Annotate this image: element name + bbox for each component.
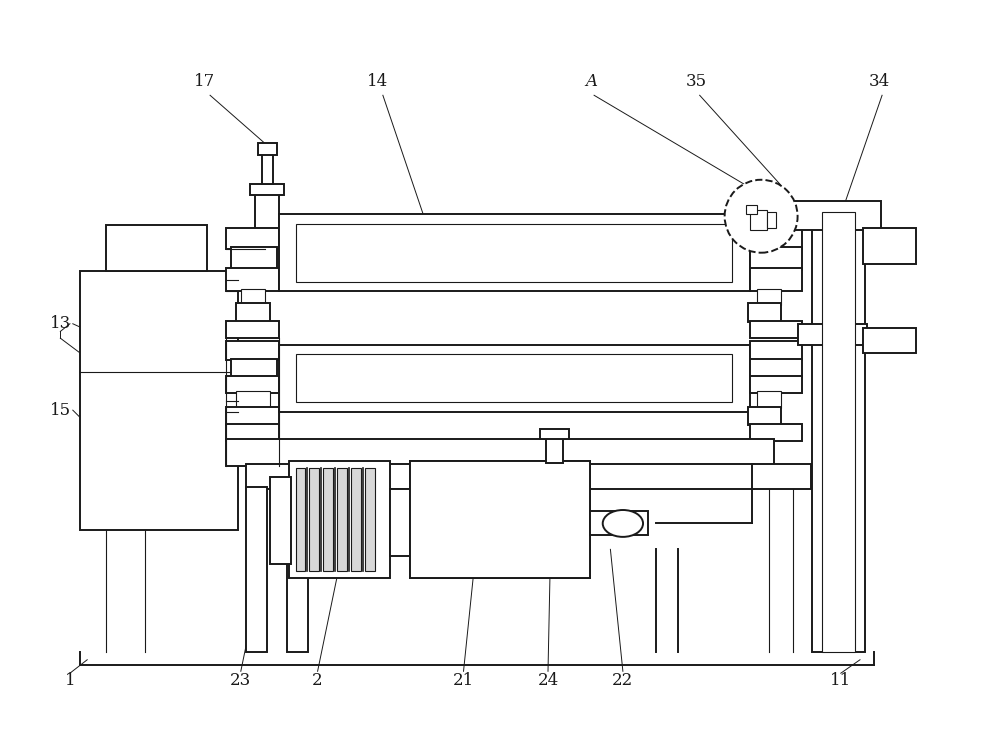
- Bar: [546, 436, 563, 463]
- Text: 22: 22: [612, 673, 634, 690]
- Bar: [390, 489, 411, 556]
- Bar: [236, 391, 270, 408]
- Text: 2: 2: [312, 673, 323, 690]
- Bar: [351, 468, 361, 572]
- Bar: [798, 324, 867, 345]
- Text: 14: 14: [366, 73, 388, 90]
- Bar: [250, 184, 284, 195]
- Bar: [410, 461, 590, 578]
- Bar: [241, 289, 265, 305]
- Bar: [289, 461, 390, 578]
- Bar: [226, 341, 279, 360]
- Text: 17: 17: [194, 73, 215, 90]
- Bar: [767, 212, 776, 228]
- Bar: [750, 228, 802, 249]
- Text: 24: 24: [537, 673, 559, 690]
- Bar: [752, 464, 811, 489]
- Bar: [246, 487, 267, 652]
- Bar: [410, 461, 590, 578]
- Bar: [279, 345, 750, 412]
- Bar: [226, 228, 279, 249]
- Bar: [750, 268, 802, 291]
- Bar: [590, 511, 648, 535]
- Bar: [750, 376, 802, 393]
- Bar: [296, 354, 732, 403]
- Bar: [287, 487, 308, 652]
- Text: 21: 21: [453, 673, 474, 690]
- Bar: [750, 341, 802, 360]
- Bar: [793, 201, 881, 230]
- Bar: [106, 225, 207, 271]
- Text: 1: 1: [65, 673, 75, 690]
- Bar: [863, 328, 916, 353]
- Bar: [226, 439, 774, 466]
- Bar: [258, 143, 277, 154]
- Bar: [757, 289, 781, 305]
- Ellipse shape: [603, 510, 643, 537]
- Bar: [750, 424, 802, 441]
- Bar: [748, 302, 781, 322]
- Bar: [246, 464, 754, 489]
- Text: 35: 35: [686, 73, 707, 90]
- Bar: [750, 359, 802, 376]
- Bar: [226, 407, 279, 425]
- Text: 13: 13: [50, 315, 71, 332]
- Bar: [80, 271, 238, 530]
- Text: 23: 23: [230, 673, 251, 690]
- Text: 34: 34: [869, 73, 890, 90]
- Bar: [750, 211, 767, 230]
- Text: 15: 15: [50, 402, 71, 419]
- Bar: [226, 268, 279, 291]
- Bar: [323, 468, 333, 572]
- Bar: [226, 376, 279, 393]
- Bar: [226, 321, 279, 338]
- Bar: [296, 224, 732, 282]
- Bar: [255, 193, 279, 230]
- Text: A: A: [585, 73, 597, 90]
- Bar: [540, 430, 569, 439]
- Bar: [262, 153, 273, 184]
- Bar: [746, 205, 757, 214]
- Bar: [757, 391, 781, 408]
- Bar: [231, 247, 277, 270]
- Bar: [337, 468, 347, 572]
- Bar: [270, 477, 291, 564]
- Bar: [822, 212, 855, 652]
- Text: 11: 11: [830, 673, 851, 690]
- Circle shape: [725, 180, 798, 253]
- Bar: [231, 359, 277, 376]
- Bar: [226, 424, 279, 441]
- Bar: [750, 247, 802, 270]
- Bar: [236, 302, 270, 322]
- Bar: [863, 228, 916, 264]
- Bar: [309, 468, 319, 572]
- Bar: [748, 407, 781, 425]
- Bar: [365, 468, 375, 572]
- Bar: [750, 321, 802, 338]
- Bar: [812, 212, 865, 652]
- Bar: [279, 214, 750, 291]
- Bar: [296, 468, 305, 572]
